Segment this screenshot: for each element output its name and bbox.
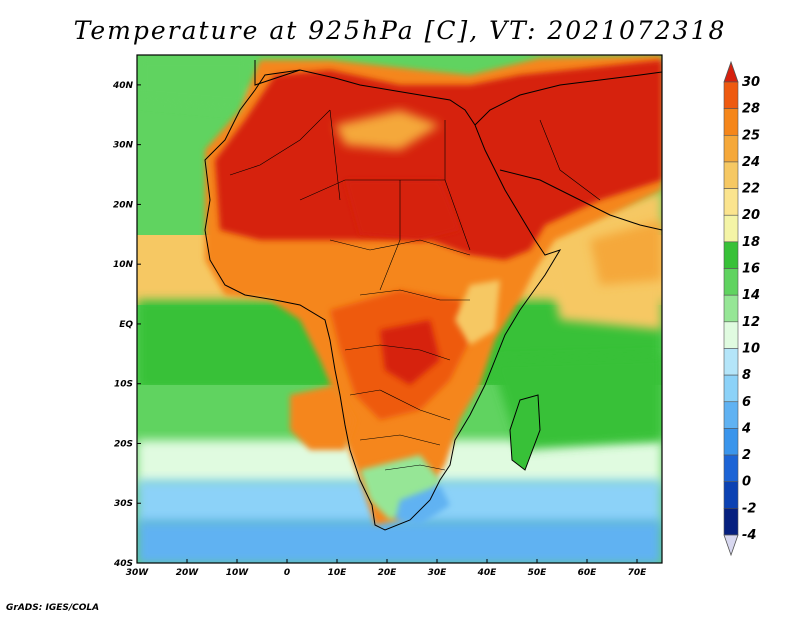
lat-tick-label: 10N [113, 260, 134, 270]
lat-tick-label: 10S [114, 380, 133, 390]
plot-frame [136, 54, 663, 564]
temperature-field [137, 55, 662, 563]
colorbar-swatch [723, 454, 739, 483]
map-title: Temperature at 925hPa [C], VT: 202107231… [73, 16, 727, 45]
lat-tick-label: 40N [112, 81, 134, 91]
colorbar-swatch [723, 81, 739, 109]
colorbar-top-triangle [723, 60, 739, 83]
colorbar-label: 16 [742, 262, 760, 277]
colorbar-label: -4 [742, 528, 756, 543]
colorbar-swatch [723, 481, 739, 509]
colorbar-swatch [723, 508, 739, 536]
colorbar-swatch [723, 214, 739, 243]
lat-tick-label: 20N [113, 200, 134, 210]
colorbar-swatch [723, 134, 739, 163]
lon-tick-label: 10W [226, 568, 250, 578]
colorbar-label: 4 [741, 421, 751, 436]
colorbar-swatch [723, 188, 739, 216]
lon-tick-label: 0 [284, 568, 290, 578]
lon-tick-label: 10E [328, 568, 348, 578]
country-borders [229, 109, 601, 471]
lon-tick-label: 30W [126, 568, 150, 578]
lat-tick-label: 40S [113, 559, 133, 569]
colorbar-swatch [723, 348, 739, 376]
lon-tick-labels: 30W 20W 10W 0 10E 20E 30E 40E 50E 60E 70E [126, 559, 647, 578]
lon-tick-label: 60E [578, 568, 598, 578]
colorbar-label: 0 [742, 475, 751, 490]
lat-tick-label: EQ [119, 320, 133, 330]
colorbar-bottom-triangle [723, 534, 739, 557]
colorbar-swatch [723, 428, 739, 456]
colorbar-label: 20 [742, 208, 760, 223]
colorbar-label: 30 [742, 75, 760, 90]
coastlines [204, 60, 663, 531]
colorbar-swatch [723, 321, 739, 349]
grads-credit: GrADS: IGES/COLA [6, 603, 100, 613]
colorbar-label: 25 [742, 128, 760, 143]
lon-tick-label: 20E [378, 568, 398, 578]
lon-tick-label: 70E [628, 568, 648, 578]
colorbar-swatch [723, 108, 739, 136]
colorbar-label: -2 [742, 501, 756, 516]
lon-tick-label: 50E [528, 568, 548, 578]
colorbar-label: 18 [742, 235, 760, 250]
colorbar-label: 14 [742, 288, 760, 303]
lat-tick-label: 20S [114, 439, 133, 449]
colorbar-label: 28 [742, 102, 760, 117]
lon-tick-label: 20W [176, 568, 200, 578]
colorbar-label: 24 [742, 155, 760, 170]
colorbar-swatch [723, 161, 739, 189]
colorbar-label: 6 [742, 395, 751, 410]
colorbar-swatch [723, 294, 739, 323]
colorbar-swatch [723, 241, 739, 269]
colorbar-swatch [723, 374, 739, 403]
colorbar-swatch [723, 268, 739, 296]
lat-tick-labels: 40N 30N 20N 10N EQ 10S 20S 30S 40S [112, 81, 141, 569]
colorbar-label: 12 [742, 315, 760, 330]
colorbar-label: 8 [742, 368, 751, 383]
colorbar-swatch [723, 401, 739, 429]
colorbar-label: 22 [742, 182, 760, 197]
lon-tick-label: 40E [477, 568, 498, 578]
colorbar-label: 10 [742, 341, 760, 356]
lat-tick-label: 30N [113, 141, 134, 151]
lon-tick-label: 30E [428, 568, 448, 578]
lat-tick-label: 30S [114, 499, 133, 509]
colorbar-label: 2 [742, 448, 751, 463]
